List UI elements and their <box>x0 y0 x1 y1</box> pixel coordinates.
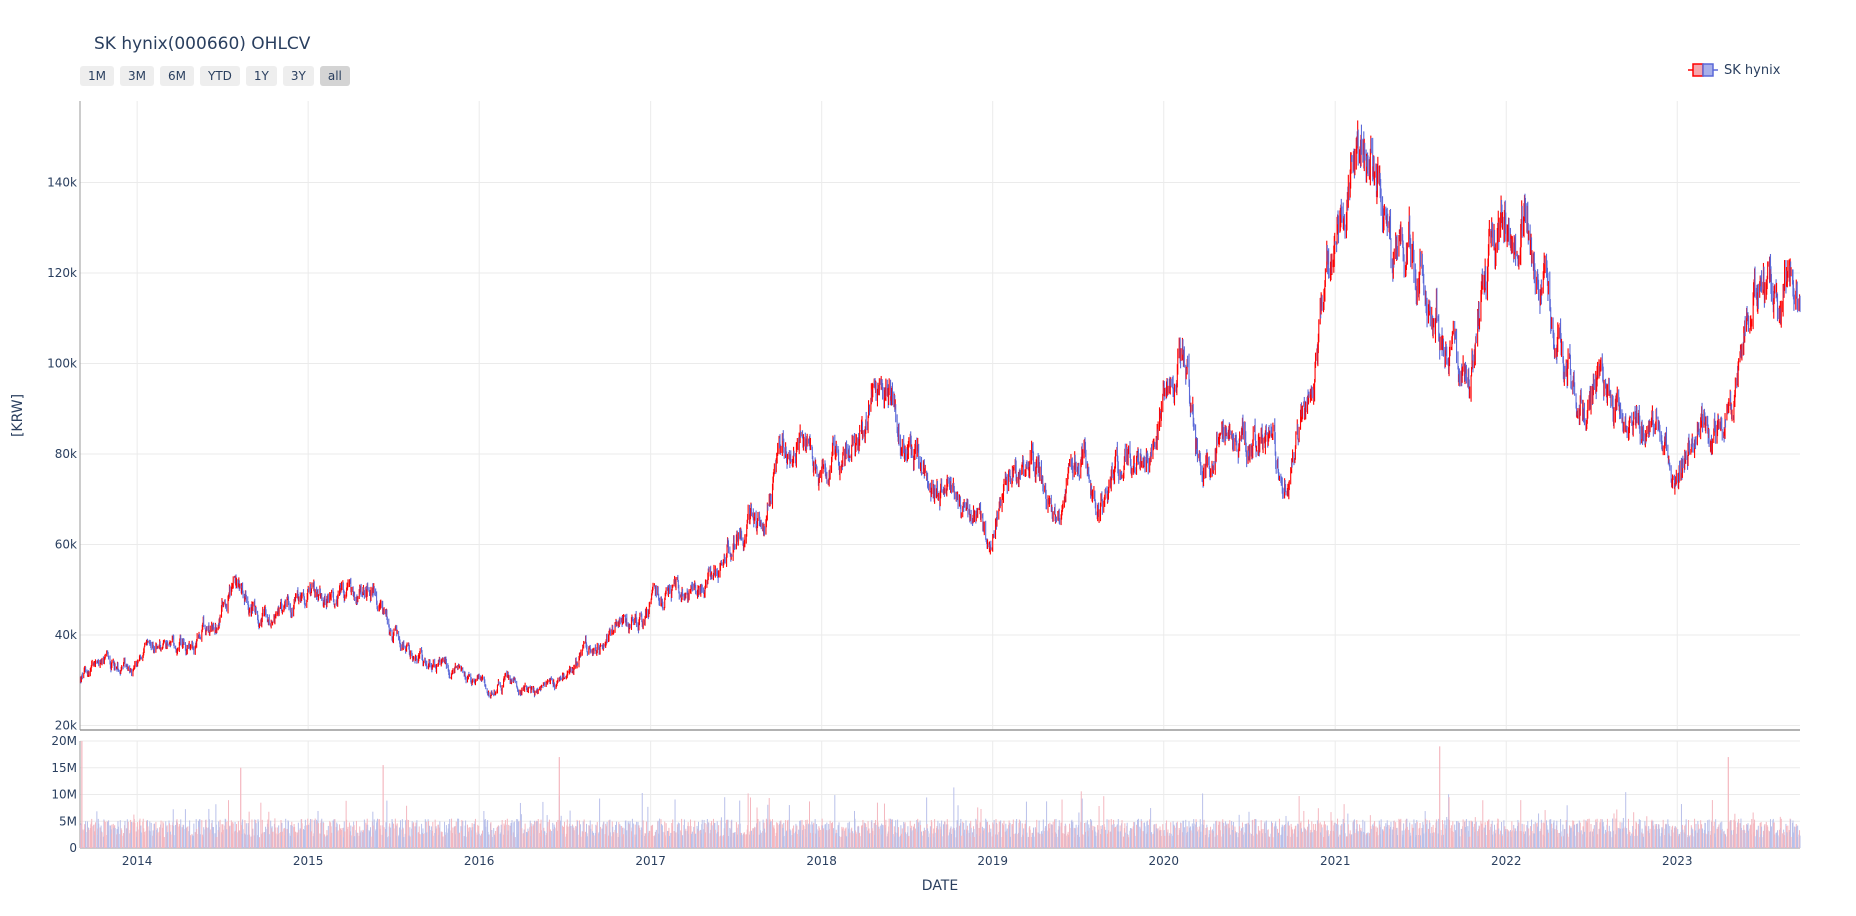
volume-y-tick-label: 0 <box>69 841 77 855</box>
range-button-1y[interactable]: 1Y <box>245 66 277 86</box>
x-tick-label: 2019 <box>977 854 1008 868</box>
volume-series[interactable] <box>79 741 1801 848</box>
x-tick-label: 2016 <box>464 854 495 868</box>
x-tick-label: 2014 <box>122 854 153 868</box>
volume-y-tick-label: 15M <box>51 761 77 775</box>
legend[interactable]: SK hynix <box>1688 62 1780 78</box>
chart-title: SK hynix(000660) OHLCV <box>94 34 311 54</box>
range-button-all[interactable]: all <box>319 66 350 86</box>
volume-y-tick-label: 20M <box>51 734 77 748</box>
price-y-tick-label: 20k <box>55 718 77 732</box>
x-tick-label: 2017 <box>635 854 666 868</box>
candlestick-series[interactable] <box>79 120 1801 699</box>
y-axis-title: [KRW] <box>10 394 26 437</box>
x-tick-label: 2020 <box>1148 854 1179 868</box>
price-y-tick-label: 120k <box>47 266 77 280</box>
x-tick-label: 2022 <box>1491 854 1522 868</box>
legend-label: SK hynix <box>1724 62 1781 78</box>
price-y-tick-label: 100k <box>47 356 77 370</box>
volume-y-tick-label: 10M <box>51 788 77 802</box>
x-tick-label: 2018 <box>806 854 837 868</box>
x-tick-label: 2023 <box>1662 854 1693 868</box>
x-axis-title: DATE <box>922 878 958 894</box>
volume-y-tick-label: 5M <box>59 814 77 828</box>
range-button-1m[interactable]: 1M <box>80 66 114 86</box>
candlestick-legend-icon <box>1688 63 1718 77</box>
price-y-tick-label: 140k <box>47 175 77 189</box>
range-button-ytd[interactable]: YTD <box>200 66 240 86</box>
price-y-tick-label: 60k <box>55 537 77 551</box>
price-y-tick-label: 80k <box>55 447 77 461</box>
range-button-3m[interactable]: 3M <box>120 66 154 86</box>
range-button-6m[interactable]: 6M <box>160 66 194 86</box>
range-selector: 1M 3M 6M YTD 1Y 3Y all <box>80 66 350 86</box>
x-tick-label: 2015 <box>293 854 324 868</box>
price-y-tick-label: 40k <box>55 628 77 642</box>
grid <box>80 101 1800 849</box>
range-button-3y[interactable]: 3Y <box>282 66 314 86</box>
x-tick-label: 2021 <box>1320 854 1351 868</box>
